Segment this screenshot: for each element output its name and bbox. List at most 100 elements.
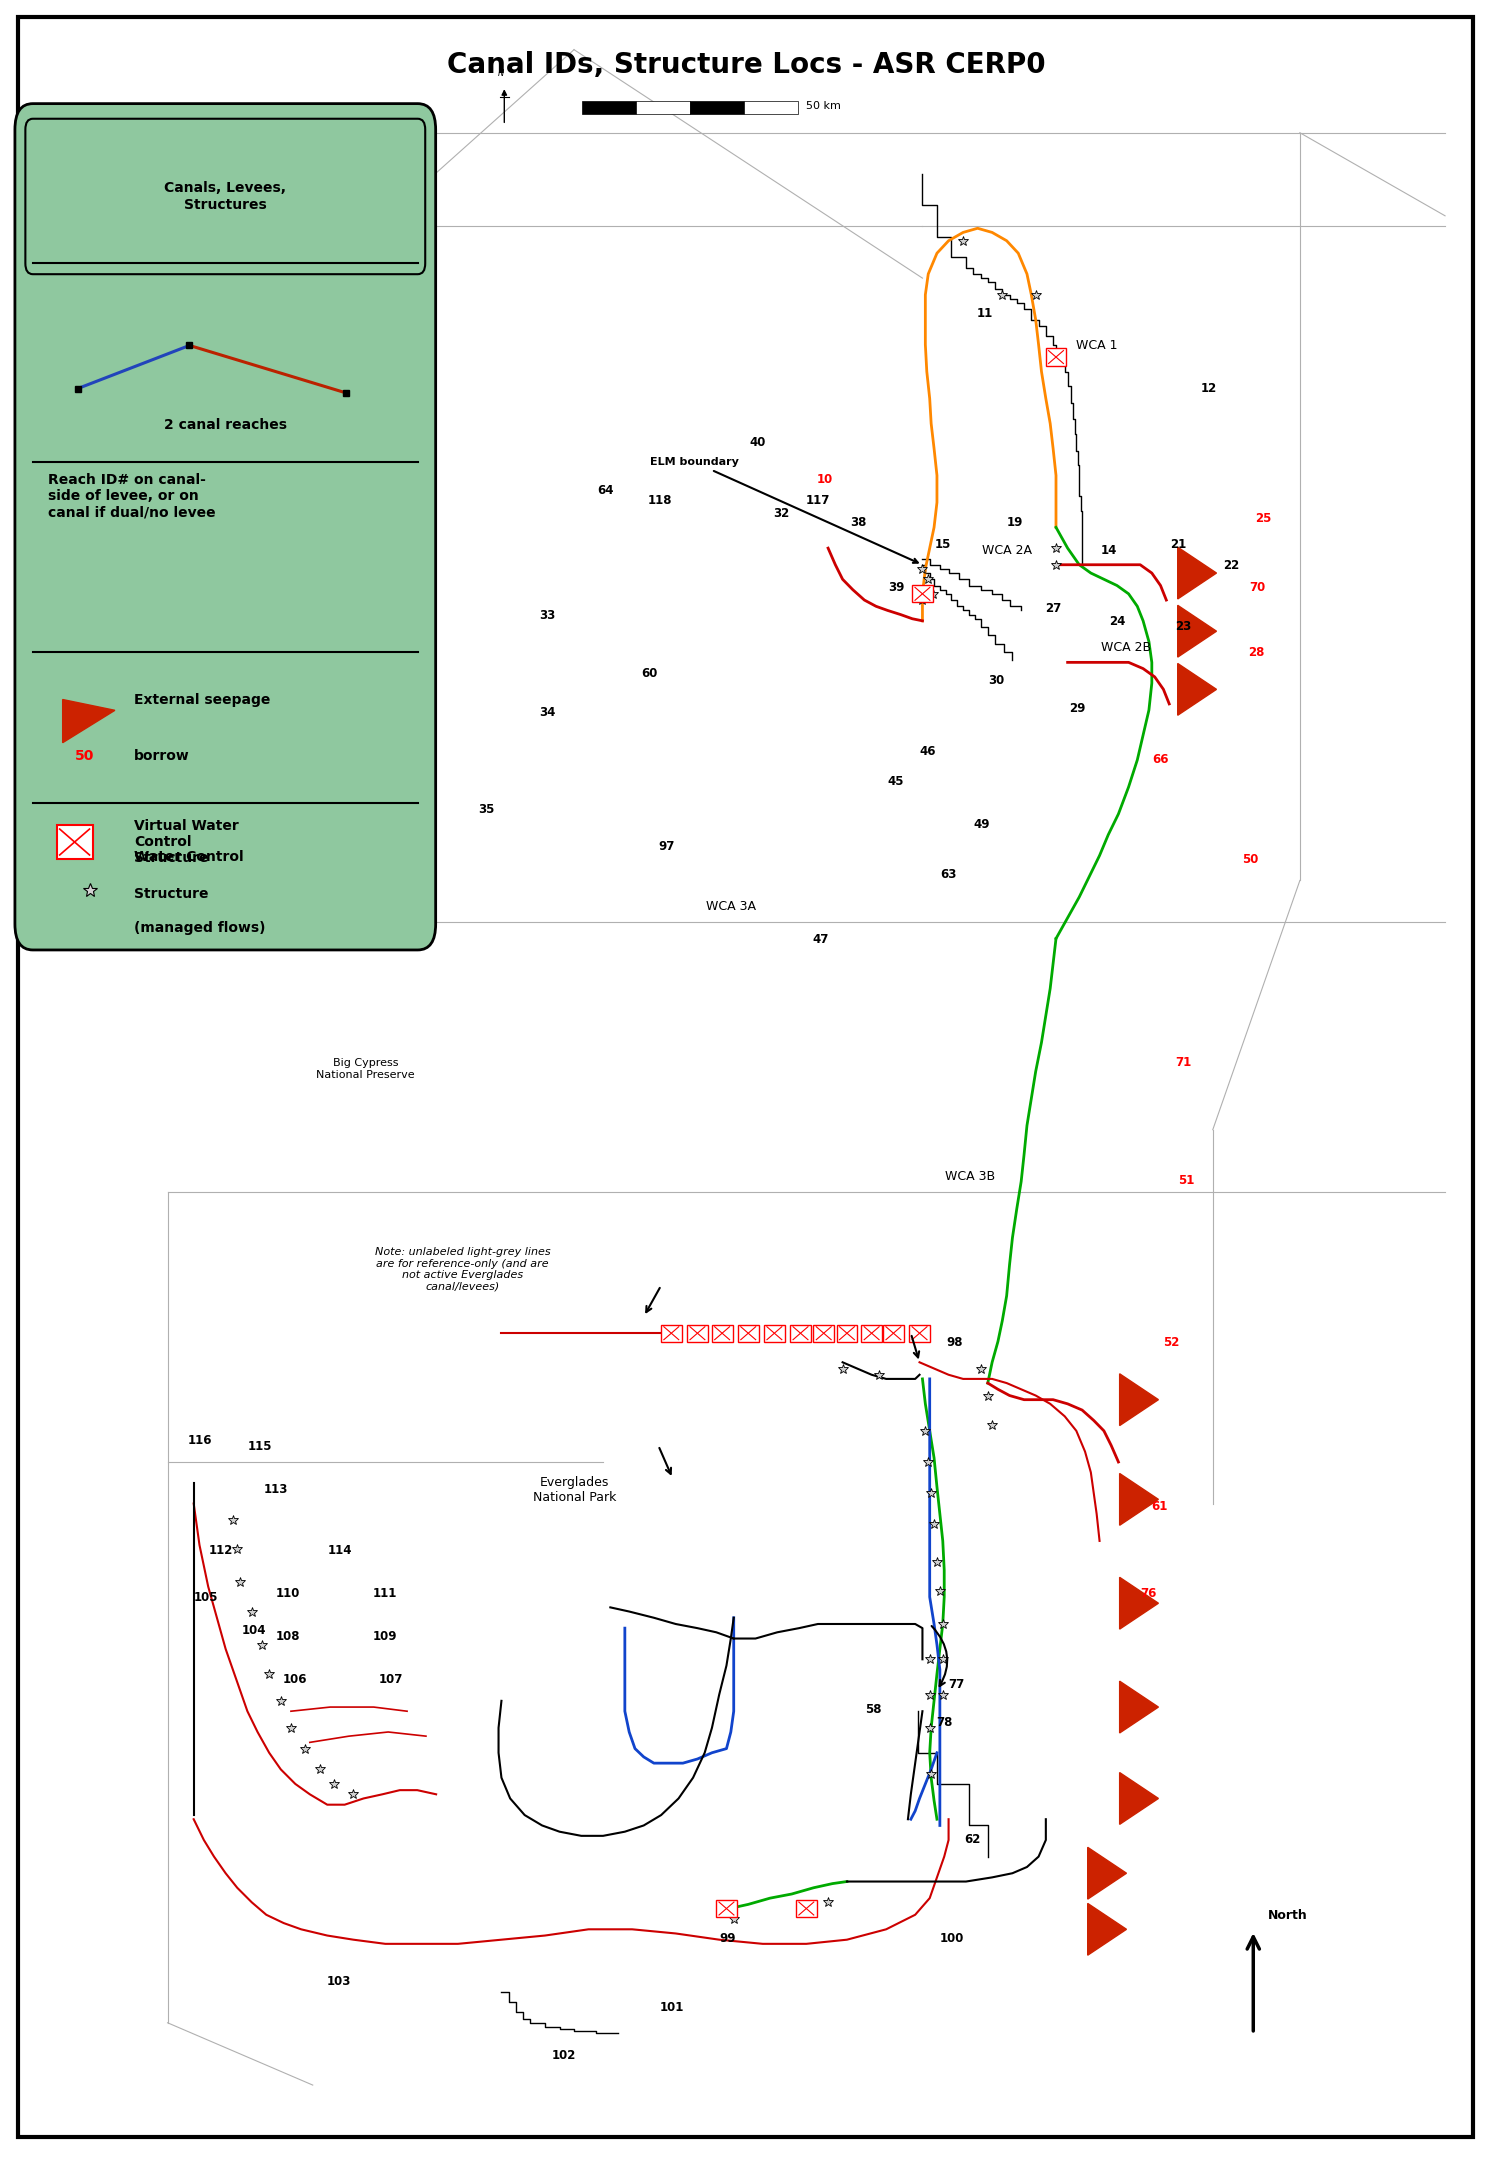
Bar — [883, 1326, 904, 1343]
Bar — [837, 1326, 858, 1343]
Text: 76: 76 — [1141, 1587, 1156, 1600]
Text: 100: 100 — [940, 1932, 964, 1945]
Bar — [57, 825, 93, 859]
Text: 19: 19 — [1007, 516, 1022, 529]
Bar — [909, 1326, 930, 1343]
Text: 78: 78 — [937, 1716, 952, 1729]
Text: 58: 58 — [864, 1703, 882, 1716]
Text: 102: 102 — [552, 2049, 576, 2062]
Text: Big Cypress
National Preserve: Big Cypress National Preserve — [316, 1058, 415, 1080]
Polygon shape — [1119, 1472, 1158, 1524]
Text: North: North — [1268, 1909, 1308, 1922]
Text: 12: 12 — [1201, 382, 1216, 395]
Text: 45: 45 — [886, 775, 904, 788]
Text: 2 canal reaches: 2 canal reaches — [164, 419, 286, 432]
Text: WCA 2A: WCA 2A — [982, 544, 1032, 557]
Text: 111: 111 — [373, 1587, 397, 1600]
Text: 25: 25 — [1256, 512, 1271, 525]
Bar — [912, 585, 932, 602]
Text: 109: 109 — [373, 1630, 397, 1643]
Text: 97: 97 — [659, 840, 674, 853]
Text: 108: 108 — [276, 1630, 300, 1643]
Text: 98: 98 — [946, 1336, 964, 1349]
Text: Water Control: Water Control — [134, 851, 243, 864]
Bar — [712, 1326, 733, 1343]
Polygon shape — [1088, 1904, 1126, 1956]
Text: 103: 103 — [327, 1975, 351, 1988]
Text: 11: 11 — [977, 307, 992, 320]
Polygon shape — [1119, 1773, 1158, 1824]
Text: 27: 27 — [1046, 602, 1061, 615]
Text: 22: 22 — [1223, 559, 1238, 572]
Text: 50: 50 — [75, 749, 94, 762]
Text: 115: 115 — [248, 1440, 272, 1453]
Text: 46: 46 — [919, 745, 937, 758]
Text: 14: 14 — [1101, 544, 1116, 557]
Text: 104: 104 — [242, 1624, 266, 1637]
FancyBboxPatch shape — [25, 119, 425, 274]
Text: 24: 24 — [1110, 615, 1125, 628]
Bar — [745, 101, 798, 114]
Text: 40: 40 — [750, 436, 765, 449]
Text: 61: 61 — [1152, 1501, 1167, 1513]
Text: 116: 116 — [188, 1434, 212, 1447]
Text: Structure: Structure — [134, 887, 209, 900]
Text: 66: 66 — [1152, 753, 1170, 766]
Text: 47: 47 — [813, 933, 828, 946]
FancyBboxPatch shape — [15, 104, 436, 950]
Bar — [795, 1900, 816, 1917]
Text: 77: 77 — [949, 1678, 964, 1690]
Bar — [764, 1326, 785, 1343]
Text: 39: 39 — [889, 581, 904, 594]
Text: Canals, Levees,
Structures: Canals, Levees, Structures — [164, 181, 286, 212]
Text: 29: 29 — [1070, 702, 1085, 715]
Bar — [636, 101, 691, 114]
Text: 35: 35 — [479, 803, 494, 816]
Polygon shape — [1177, 546, 1216, 598]
Bar — [737, 1326, 758, 1343]
Text: (managed flows): (managed flows) — [134, 922, 266, 935]
Polygon shape — [1119, 1373, 1158, 1425]
Text: 23: 23 — [1176, 620, 1191, 633]
Bar — [791, 1326, 812, 1343]
Text: 38: 38 — [850, 516, 865, 529]
Text: 99: 99 — [719, 1932, 737, 1945]
Text: 30: 30 — [989, 674, 1004, 687]
Text: WCA 3A: WCA 3A — [706, 900, 756, 913]
Text: 15: 15 — [935, 538, 950, 551]
Text: Virtual Water
Control
Structure: Virtual Water Control Structure — [134, 818, 239, 866]
Text: 64: 64 — [597, 484, 615, 497]
Text: 70: 70 — [1250, 581, 1265, 594]
Text: 51: 51 — [1179, 1174, 1194, 1187]
Bar — [691, 101, 745, 114]
Bar — [861, 1326, 882, 1343]
Text: 60: 60 — [642, 667, 656, 680]
Text: 105: 105 — [194, 1591, 218, 1604]
Bar — [582, 101, 636, 114]
Bar — [716, 1900, 737, 1917]
Text: WCA 1: WCA 1 — [1076, 339, 1118, 352]
Text: borrow: borrow — [134, 749, 189, 762]
Text: Reach ID# on canal-
side of levee, or on
canal if dual/no levee: Reach ID# on canal- side of levee, or on… — [48, 473, 215, 518]
Polygon shape — [1088, 1848, 1126, 1900]
Text: 21: 21 — [1171, 538, 1186, 551]
Text: 114: 114 — [328, 1544, 352, 1557]
Text: 34: 34 — [540, 706, 555, 719]
Text: N: N — [498, 69, 504, 78]
Text: 113: 113 — [264, 1483, 288, 1496]
Text: WCA 3B: WCA 3B — [944, 1170, 995, 1183]
Text: 10: 10 — [818, 473, 833, 486]
Text: 101: 101 — [659, 2001, 683, 2014]
Text: 49: 49 — [973, 818, 991, 831]
Polygon shape — [1177, 605, 1216, 656]
Text: ELM boundary: ELM boundary — [649, 458, 918, 563]
Text: 118: 118 — [648, 494, 671, 507]
Text: Canal IDs, Structure Locs - ASR CERP0: Canal IDs, Structure Locs - ASR CERP0 — [446, 52, 1046, 78]
Bar — [661, 1326, 682, 1343]
Text: 50: 50 — [1243, 853, 1258, 866]
Text: 110: 110 — [276, 1587, 300, 1600]
Text: 71: 71 — [1176, 1056, 1191, 1069]
Text: 62: 62 — [965, 1833, 980, 1846]
Text: 106: 106 — [283, 1673, 307, 1686]
Bar — [813, 1326, 834, 1343]
